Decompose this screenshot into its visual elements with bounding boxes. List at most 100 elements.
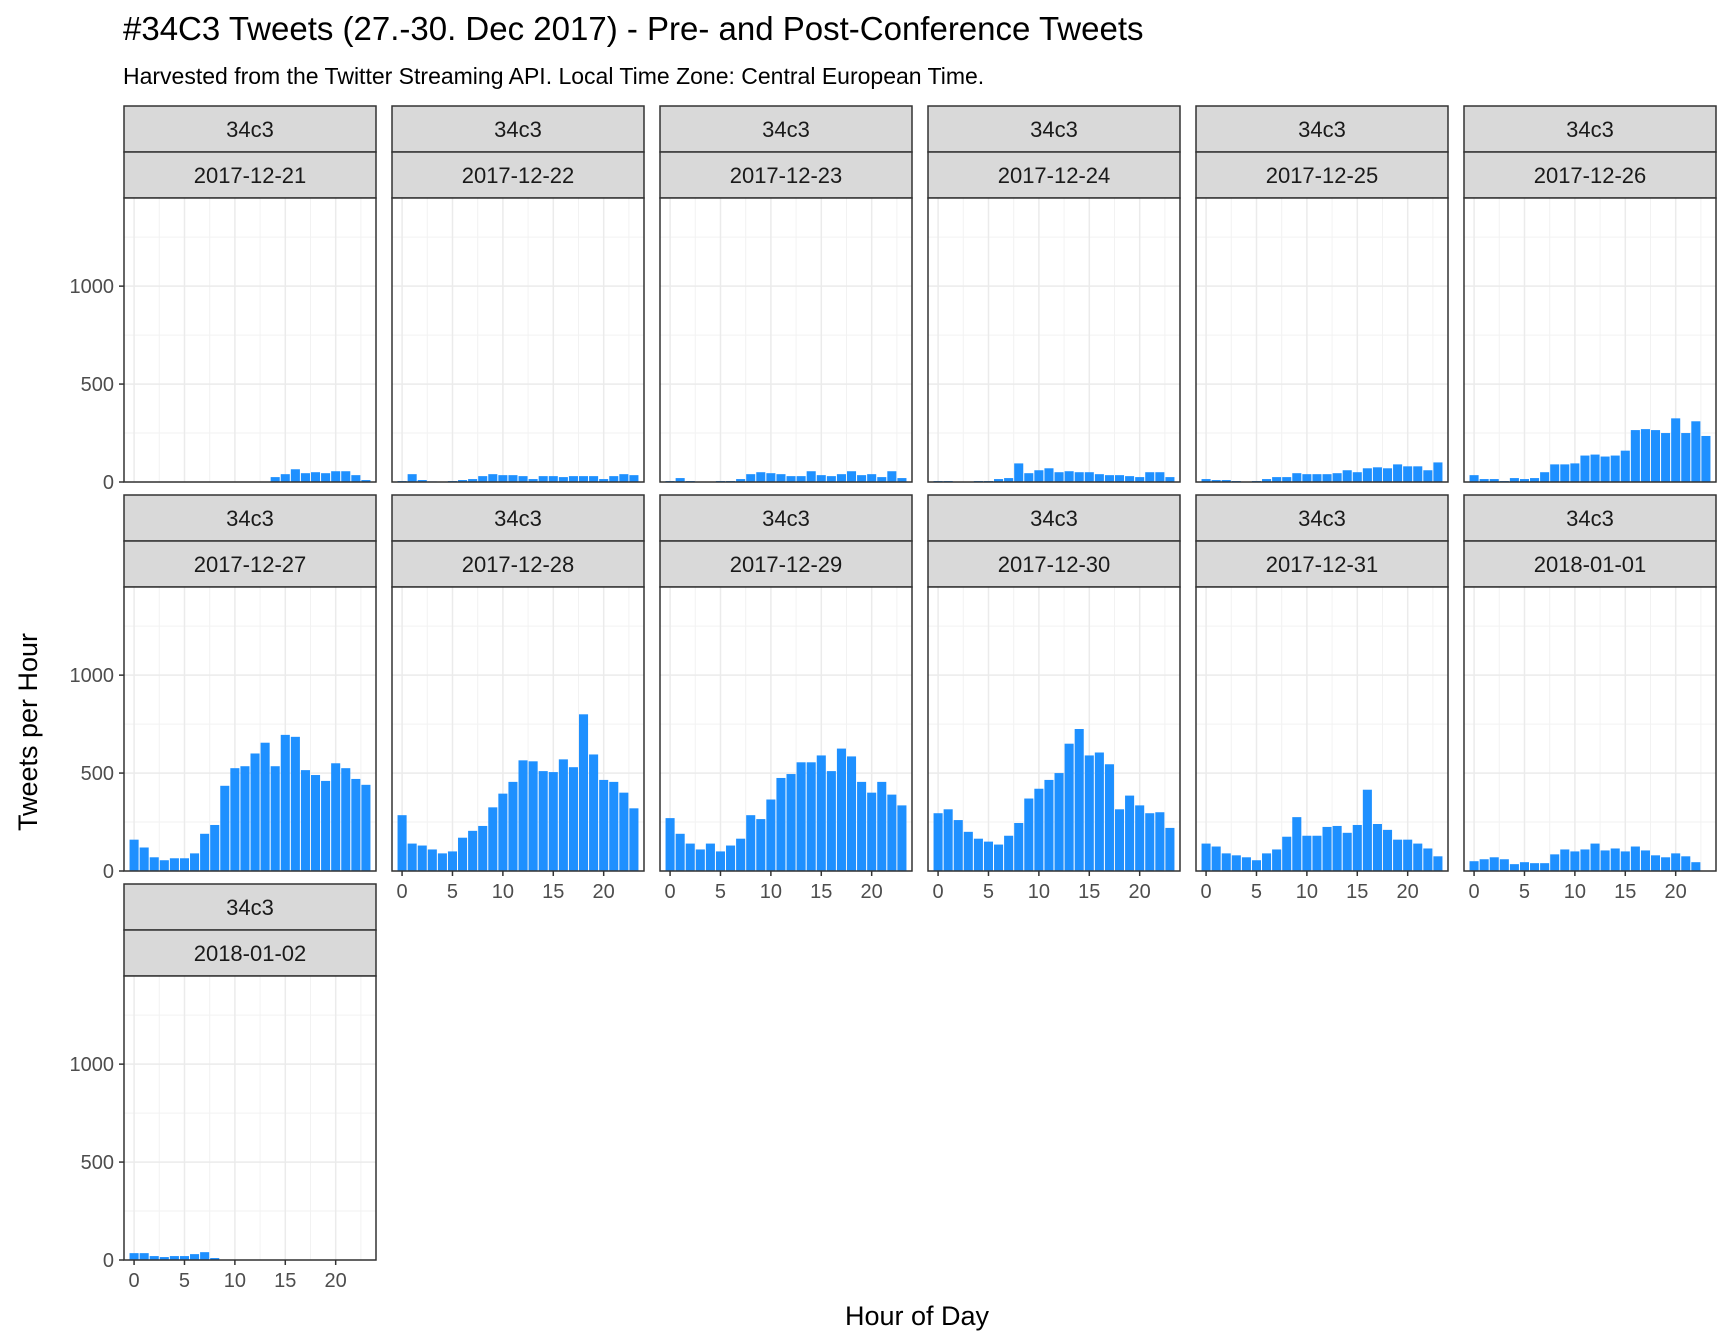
bar	[1054, 773, 1064, 871]
plot-panel	[1196, 198, 1448, 482]
bar	[1590, 454, 1600, 482]
x-tick-label: 15	[1346, 881, 1368, 903]
bar	[179, 1256, 190, 1260]
bar	[1650, 855, 1661, 871]
bar	[280, 474, 290, 482]
bar	[887, 794, 897, 871]
facet-panel: 34c3 2017-12-26	[1463, 105, 1717, 483]
bar	[1201, 479, 1211, 482]
bar	[1272, 849, 1282, 871]
bar	[528, 479, 538, 482]
bar	[558, 759, 568, 871]
facet-panel: 34c3 2017-12-28 0 5 10 15 20	[391, 494, 645, 903]
facet-hashtag-label: 34c3	[1030, 117, 1078, 142]
bar	[321, 473, 331, 482]
x-tick-label: 5	[447, 881, 458, 903]
bar	[478, 825, 488, 871]
bar	[897, 478, 907, 482]
bar	[1691, 421, 1701, 482]
bar	[1640, 429, 1650, 482]
bar	[508, 475, 518, 482]
bar	[1382, 468, 1393, 482]
bar	[1211, 846, 1221, 871]
bar	[1342, 470, 1352, 482]
bar	[695, 849, 705, 871]
bar	[361, 480, 371, 482]
bar	[407, 843, 417, 871]
bar	[1155, 472, 1165, 482]
x-tick-label: 5	[1519, 881, 1530, 903]
bar	[1550, 854, 1560, 871]
bar	[836, 748, 846, 871]
bar	[240, 766, 250, 871]
panel-border	[1463, 586, 1717, 872]
bar	[1282, 477, 1292, 482]
bar	[1570, 851, 1580, 871]
bar	[1282, 836, 1292, 871]
bar	[973, 838, 983, 871]
facet-panel: 34c3 2018-01-02 0 500 1000 0 5 10 15 20	[70, 883, 377, 1292]
bar	[1413, 843, 1423, 871]
bar	[796, 762, 806, 871]
bar	[1661, 857, 1671, 871]
bar	[478, 476, 488, 482]
bar	[1104, 764, 1114, 871]
bar	[280, 734, 290, 871]
bar	[1620, 851, 1630, 871]
bar	[1024, 798, 1034, 871]
y-tick-label: 0	[103, 472, 114, 494]
facet-strip	[123, 105, 377, 153]
bar	[1292, 473, 1302, 482]
bar	[468, 830, 478, 871]
bar	[1342, 832, 1352, 871]
bar	[1362, 789, 1372, 871]
facet-strip	[1195, 151, 1449, 199]
bar	[867, 792, 877, 871]
bar	[331, 763, 341, 871]
bar	[568, 767, 578, 871]
bar	[1489, 857, 1499, 871]
bar	[599, 479, 609, 482]
bar	[341, 471, 351, 482]
x-tick-label: 15	[810, 881, 832, 903]
bar	[331, 471, 341, 482]
bar	[200, 1252, 210, 1260]
bar	[1509, 478, 1519, 482]
bar	[857, 475, 867, 482]
bar	[169, 858, 179, 871]
bar	[776, 777, 786, 871]
bar	[1691, 862, 1701, 871]
bar	[736, 479, 746, 482]
bar	[796, 476, 806, 482]
x-tick-label: 15	[542, 881, 564, 903]
bar	[351, 778, 361, 871]
bar	[1423, 848, 1433, 871]
bar	[1312, 835, 1322, 871]
bar	[488, 474, 498, 482]
bar	[1221, 853, 1231, 871]
plot-panel	[124, 976, 376, 1260]
bar	[310, 775, 321, 871]
bar	[1393, 839, 1403, 871]
bar	[139, 1253, 149, 1260]
bar	[675, 478, 685, 482]
bar	[1550, 464, 1560, 482]
bar	[548, 476, 558, 482]
bar	[1044, 468, 1054, 482]
bar	[1241, 857, 1251, 871]
x-tick-label: 0	[129, 1270, 140, 1292]
facet-date-label: 2017-12-21	[194, 163, 307, 188]
bar	[887, 471, 897, 482]
facet-date-label: 2017-12-26	[1534, 163, 1647, 188]
bar	[675, 833, 685, 871]
bar	[407, 474, 417, 482]
bar	[746, 815, 756, 871]
x-tick-label: 20	[1397, 881, 1419, 903]
bar	[1064, 743, 1074, 871]
y-tick-label: 0	[103, 1250, 114, 1272]
y-axis-title: Tweets per Hour	[13, 633, 43, 831]
bar	[1352, 472, 1362, 482]
facet-hashtag-label: 34c3	[1566, 117, 1614, 142]
bar	[300, 770, 310, 871]
bar	[290, 469, 300, 482]
